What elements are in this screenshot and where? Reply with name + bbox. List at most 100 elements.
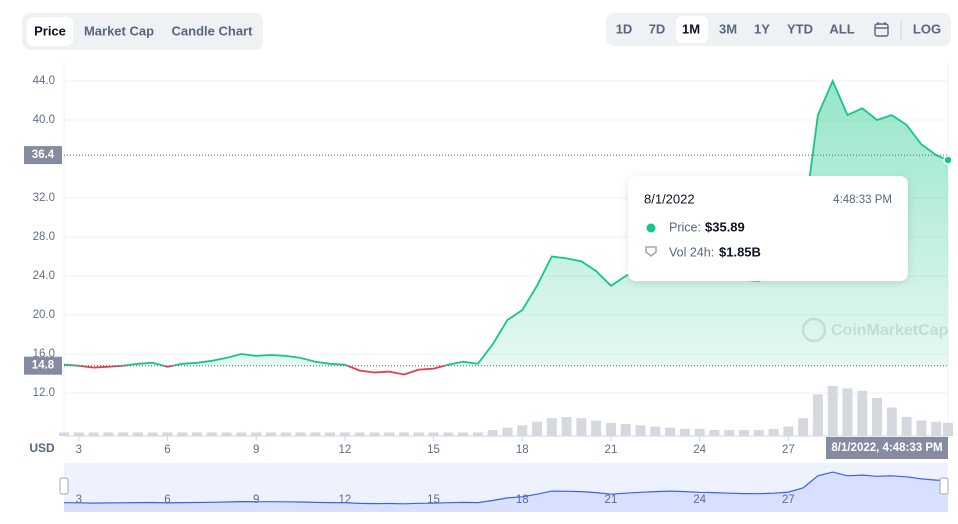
volume-bar	[753, 430, 764, 436]
volume-bar	[236, 432, 247, 436]
x-tick-label: 27	[782, 444, 795, 456]
volume-bar	[679, 428, 690, 436]
volume-bar	[206, 432, 217, 436]
y-tick-label: 20.0	[33, 309, 55, 321]
tab-button[interactable]: Market Cap	[84, 23, 154, 38]
volume-bar	[192, 432, 203, 436]
log-button[interactable]: LOG	[913, 21, 941, 36]
volume-bar	[650, 426, 661, 436]
tooltip	[628, 176, 908, 281]
navigator[interactable]	[64, 463, 948, 512]
watermark-text: CoinMarketCap	[831, 322, 949, 339]
navigator-handle[interactable]	[59, 477, 69, 495]
volume-bar	[605, 422, 616, 436]
x-tick-label: 12	[338, 444, 351, 456]
volume-bar	[517, 425, 528, 436]
volume-bar	[428, 432, 439, 436]
tooltip-date: 8/1/2022	[644, 191, 695, 206]
navigator-area: 3 6 9 12 15 18 21 24 27	[63, 471, 949, 512]
y-tick-label: 24.0	[33, 270, 55, 282]
volume-bar	[399, 432, 409, 436]
volume-bar	[620, 424, 631, 436]
navigator-tick-label: 27	[782, 494, 795, 506]
volume-bar	[694, 428, 705, 436]
volume-bar	[931, 421, 942, 436]
tooltip-volume: $1.85B	[719, 244, 761, 259]
tab-button[interactable]: Price	[34, 23, 66, 38]
x-tick-label: 3	[76, 444, 82, 456]
tab-group	[22, 13, 263, 50]
volume-bar	[162, 432, 173, 436]
range-button[interactable]: 1M	[682, 21, 700, 36]
range-button[interactable]: 7D	[649, 21, 666, 36]
volume-bar	[280, 432, 291, 436]
baseline-box	[24, 356, 62, 375]
volume-bar	[665, 427, 676, 436]
volume-bar	[310, 432, 321, 436]
range-button[interactable]: 3M	[719, 21, 737, 36]
last-price-label: 36.4	[32, 149, 55, 161]
y-tick-label: 28.0	[33, 231, 55, 243]
volume-bar	[886, 407, 897, 436]
x-tick-label: 9	[253, 444, 259, 456]
x-tick-label: 18	[516, 444, 529, 456]
active-range	[676, 16, 708, 43]
volume-bar	[943, 422, 953, 436]
volume-bar	[177, 432, 188, 436]
volume-bar	[103, 432, 114, 436]
volume-bar	[369, 432, 380, 436]
volume-bar	[487, 430, 498, 436]
volume-bar	[458, 432, 469, 436]
volume-bar	[73, 432, 84, 436]
volume-bar	[827, 386, 838, 436]
volume-bar	[532, 421, 543, 436]
tab-button[interactable]: Candle Chart	[172, 23, 254, 38]
current-point	[943, 155, 953, 165]
crosshair-date-box	[826, 437, 948, 459]
tooltip-volume-label: Vol 24h:	[669, 245, 714, 259]
price-dot-icon	[646, 223, 656, 233]
volume-bar	[502, 427, 513, 436]
volume-bar	[339, 432, 350, 436]
volume-bar	[384, 432, 395, 436]
navigator-tick-label: 21	[605, 494, 618, 506]
watermark: CoinMarketCap	[801, 317, 949, 343]
range-button[interactable]: 1Y	[754, 21, 770, 36]
volume-bar	[916, 420, 927, 436]
volume-bar	[842, 388, 853, 436]
volume-bar	[413, 432, 424, 436]
volume-bar	[472, 432, 483, 436]
range-button[interactable]: YTD	[787, 21, 813, 36]
navigator-tick-label: 6	[164, 494, 170, 506]
navigator-tick-label: 3	[76, 494, 82, 506]
active-tab	[27, 17, 73, 46]
volume-bar	[857, 390, 868, 436]
volume-bar	[872, 397, 883, 436]
navigator-handle[interactable]	[939, 477, 949, 495]
range-button[interactable]: ALL	[829, 21, 854, 36]
tooltip-price-label: Price:	[669, 220, 701, 234]
navigator-line	[63, 471, 949, 505]
volume-bar	[783, 426, 794, 436]
volume-bar	[901, 416, 912, 436]
y-tick-label: 32.0	[33, 192, 55, 204]
range-button[interactable]: 1D	[616, 21, 633, 36]
volume-bar	[221, 432, 232, 436]
baseline-label: 14.8	[32, 360, 55, 372]
calendar-icon[interactable]	[874, 22, 889, 37]
volume-icon	[645, 246, 657, 258]
volume-bar	[812, 394, 823, 436]
currency-label: USD	[29, 441, 55, 455]
volume-bar	[325, 432, 336, 436]
volume-bar	[576, 418, 587, 436]
volume-bar	[59, 432, 69, 436]
x-tick-label: 24	[693, 444, 706, 456]
navigator-tick-label: 24	[693, 494, 706, 506]
x-tick-label: 21	[605, 444, 618, 456]
volume-bar	[295, 432, 306, 436]
price-area	[64, 81, 948, 366]
volume-bar	[88, 432, 99, 436]
volume-bar	[591, 420, 602, 436]
y-tick-label: 40.0	[33, 114, 55, 126]
